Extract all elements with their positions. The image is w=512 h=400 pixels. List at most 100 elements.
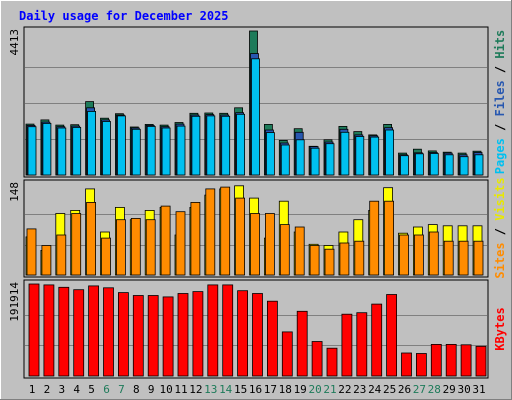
side-label-pages-files-hits: Pages / Files / Hits [493, 30, 507, 175]
day-label-6: 6 [103, 383, 110, 396]
bar-kbytes-day-10 [162, 296, 174, 377]
day-label-19: 19 [294, 383, 307, 396]
bar-pages-day-19 [295, 139, 305, 176]
bar-kbytes-day-8 [132, 295, 144, 377]
bar-kbytes-day-12 [192, 291, 204, 377]
chart-title: Daily usage for December 2025 [19, 9, 229, 23]
bar-sites-day-1 [26, 228, 37, 276]
bar-sites-day-12 [190, 201, 201, 276]
side-label-kbytes: KBytes [493, 307, 507, 350]
bar-sites-day-14 [220, 186, 231, 276]
side-label-visits: Visits [493, 177, 507, 220]
bar-pages-day-10 [161, 127, 171, 176]
bar-sites-day-24 [369, 200, 380, 276]
day-label-1: 1 [29, 383, 36, 396]
bar-kbytes-day-7 [118, 292, 129, 377]
bar-sites-day-15 [235, 197, 246, 276]
bar-kbytes-day-6 [103, 287, 114, 377]
bar-pages-day-5 [87, 111, 96, 176]
day-label-30: 30 [457, 383, 470, 396]
day-label-8: 8 [133, 383, 140, 396]
bar-kbytes-day-22 [341, 313, 353, 377]
bar-kbytes-day-15 [237, 290, 249, 377]
side-label-hits: Hits [493, 30, 507, 59]
bar-pages-day-12 [191, 115, 201, 176]
chart-panels [23, 26, 489, 379]
bar-pages-day-9 [146, 126, 156, 176]
bar-kbytes-day-16 [252, 293, 263, 377]
bar-kbytes-day-30 [460, 344, 472, 377]
day-label-4: 4 [73, 383, 80, 396]
bar-sites-day-23 [354, 240, 365, 276]
bar-sites-day-16 [250, 213, 260, 276]
bar-pages-day-28 [429, 153, 439, 176]
bar-sites-day-9 [145, 219, 156, 276]
bar-kbytes-day-31 [475, 345, 487, 377]
bar-pages-day-22 [340, 131, 350, 176]
bar-pages-day-23 [355, 136, 365, 176]
side-label-files: Files [493, 80, 507, 116]
y-max-label-hits-files-pages: 4413 [8, 29, 21, 56]
bar-sites-day-13 [205, 188, 216, 276]
day-label-12: 12 [189, 383, 202, 396]
bar-sites-day-8 [130, 217, 141, 276]
bar-pages-day-27 [414, 153, 424, 176]
bar-pages-day-8 [131, 128, 141, 176]
bar-pages-day-30 [459, 156, 469, 176]
bar-sites-day-25 [384, 200, 395, 276]
bar-kbytes-day-18 [281, 331, 293, 377]
bar-sites-day-20 [309, 245, 320, 276]
bar-sites-day-2 [41, 245, 52, 276]
bar-sites-day-10 [160, 205, 171, 276]
bar-pages-day-13 [206, 115, 216, 176]
bar-kbytes-day-25 [386, 294, 398, 377]
bar-kbytes-day-19 [296, 310, 308, 377]
bar-kbytes-day-17 [266, 300, 278, 377]
bar-pages-day-24 [370, 136, 380, 176]
day-label-9: 9 [148, 383, 155, 396]
bar-sites-day-19 [294, 226, 305, 276]
bar-pages-day-1 [27, 126, 37, 176]
side-label-separator: / [493, 59, 507, 81]
series-side-labels: Pages / Files / Hits Sites / Visits KBytes [493, 30, 507, 351]
bar-pages-day-6 [102, 121, 111, 176]
bar-sites-day-17 [264, 213, 275, 276]
bar-sites-day-27 [413, 234, 424, 276]
day-label-13: 13 [204, 383, 217, 396]
day-label-21: 21 [323, 383, 336, 396]
side-label-pages: Pages [493, 138, 507, 174]
bar-kbytes-day-2 [43, 284, 55, 377]
bar-pages-day-29 [444, 154, 454, 176]
bar-pages-day-21 [325, 143, 335, 176]
day-label-17: 17 [264, 383, 277, 396]
day-label-22: 22 [338, 383, 351, 396]
bar-kbytes-day-29 [445, 343, 457, 377]
day-label-31: 31 [472, 383, 485, 396]
bar-sites-day-6 [101, 237, 111, 276]
bar-kbytes-day-4 [73, 289, 85, 377]
bar-sites-day-29 [443, 240, 454, 276]
bar-sites-day-30 [458, 240, 469, 276]
side-label-separator: / [493, 116, 507, 138]
day-label-14: 14 [219, 383, 233, 396]
bar-pages-day-20 [310, 147, 320, 176]
bar-pages-day-17 [265, 132, 275, 176]
bar-sites-day-7 [116, 219, 126, 276]
bar-sites-day-5 [86, 201, 96, 276]
bar-pages-day-26 [400, 155, 409, 176]
bar-kbytes-day-27 [415, 353, 427, 377]
day-label-5: 5 [88, 383, 95, 396]
bar-kbytes-day-14 [222, 284, 234, 377]
panel-hits-files-pages [23, 26, 489, 178]
bar-pages-day-25 [385, 129, 395, 176]
bar-pages-day-3 [57, 127, 67, 176]
day-label-25: 25 [383, 383, 396, 396]
bar-kbytes-day-13 [207, 284, 219, 377]
y-max-label-visits-sites: 148 [8, 182, 21, 202]
bar-kbytes-day-5 [88, 285, 99, 377]
bar-pages-day-4 [72, 127, 82, 176]
day-label-10: 10 [159, 383, 172, 396]
bar-sites-day-3 [56, 234, 67, 276]
day-label-15: 15 [234, 383, 247, 396]
